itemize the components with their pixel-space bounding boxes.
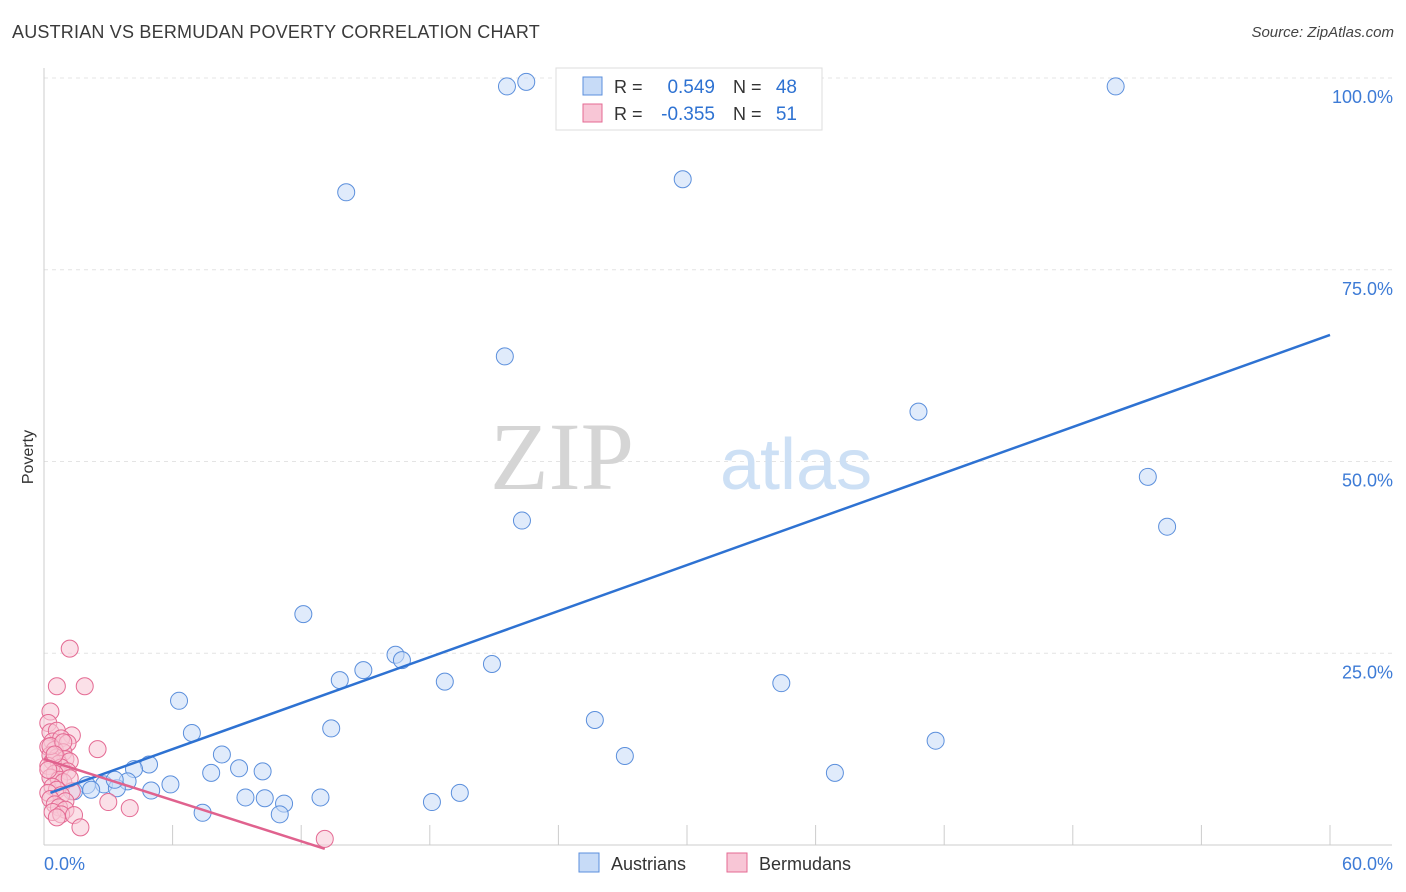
series-austrians	[65, 72, 1177, 824]
point-austrians	[253, 762, 272, 781]
legend-r-value-bermudans: -0.355	[661, 104, 715, 125]
point-austrians	[585, 710, 604, 729]
point-austrians	[482, 654, 501, 673]
point-austrians	[909, 402, 928, 421]
x-tick-label: 0.0%	[44, 854, 85, 874]
point-bermudans	[75, 677, 94, 696]
series-legend-swatch-bermudans	[726, 852, 748, 873]
y-tick-label: 100.0%	[1332, 87, 1393, 107]
point-bermudans	[71, 818, 90, 837]
point-austrians	[161, 775, 180, 794]
point-austrians	[772, 674, 791, 693]
series-legend-label-austrians: Austrians	[611, 854, 686, 874]
point-austrians	[673, 170, 692, 189]
point-austrians	[294, 605, 313, 624]
point-austrians	[337, 183, 356, 202]
point-austrians	[202, 763, 221, 782]
point-austrians	[354, 661, 373, 680]
point-austrians	[450, 783, 469, 802]
watermark: ZIP atlas	[490, 403, 872, 510]
legend-swatch-bermudans	[582, 103, 603, 123]
point-austrians	[270, 805, 289, 824]
point-austrians	[322, 719, 341, 738]
legend-n-value-bermudans: 51	[776, 104, 797, 125]
trendlines	[43, 333, 1331, 851]
point-bermudans	[54, 733, 73, 752]
point-austrians	[517, 72, 536, 91]
point-austrians	[512, 511, 531, 530]
point-bermudans	[120, 799, 139, 818]
point-austrians	[1158, 517, 1177, 536]
point-bermudans	[47, 808, 66, 827]
tick-labels: 25.0% 50.0% 75.0% 100.0% 0.0% 60.0%	[44, 87, 1393, 874]
y-tick-label: 75.0%	[1342, 279, 1393, 299]
x-tick-label: 60.0%	[1342, 854, 1393, 874]
point-austrians	[1138, 467, 1157, 486]
legend-swatch-austrians	[582, 76, 603, 96]
point-austrians	[170, 691, 189, 710]
watermark-zip: ZIP	[490, 403, 634, 510]
point-austrians	[230, 759, 249, 778]
point-austrians	[926, 731, 945, 750]
series-legend: Austrians Bermudans	[578, 852, 851, 874]
point-austrians	[311, 788, 330, 807]
point-bermudans	[99, 793, 118, 812]
point-bermudans	[39, 760, 58, 779]
gridlines	[44, 77, 1392, 654]
y-tick-label: 25.0%	[1342, 662, 1393, 682]
point-austrians	[615, 747, 634, 766]
source-label: Source: ZipAtlas.com	[1251, 24, 1394, 41]
axes	[43, 68, 1392, 846]
trendline-bermudans	[43, 757, 326, 851]
legend-r-label-bermudans: R =	[614, 104, 643, 124]
y-axis-label: Poverty	[20, 430, 37, 484]
point-austrians	[435, 672, 454, 691]
series-legend-swatch-austrians	[578, 852, 600, 873]
point-austrians	[1106, 77, 1125, 96]
point-austrians	[825, 763, 844, 782]
point-austrians	[82, 780, 101, 799]
point-austrians	[495, 347, 514, 366]
point-austrians	[236, 788, 255, 807]
point-bermudans	[47, 677, 66, 696]
chart-title: AUSTRIAN VS BERMUDAN POVERTY CORRELATION…	[12, 22, 540, 42]
legend-r-value-austrians: 0.549	[667, 77, 715, 98]
point-austrians	[255, 789, 274, 808]
legend-r-label-austrians: R =	[614, 77, 643, 97]
series-legend-label-bermudans: Bermudans	[759, 854, 851, 874]
stats-legend: R = 0.549 N = 48 R = -0.355 N = 51	[555, 67, 823, 131]
point-bermudans	[60, 639, 79, 658]
point-bermudans	[88, 740, 107, 759]
trendline-austrians	[50, 333, 1331, 795]
watermark-atlas: atlas	[720, 425, 872, 505]
y-tick-label: 50.0%	[1342, 471, 1393, 491]
legend-n-value-austrians: 48	[776, 77, 797, 98]
legend-n-label-austrians: N =	[733, 77, 762, 97]
point-austrians	[497, 77, 516, 96]
point-austrians	[212, 745, 231, 764]
legend-n-label-bermudans: N =	[733, 104, 762, 124]
point-austrians	[422, 793, 441, 812]
point-bermudans	[315, 829, 334, 848]
